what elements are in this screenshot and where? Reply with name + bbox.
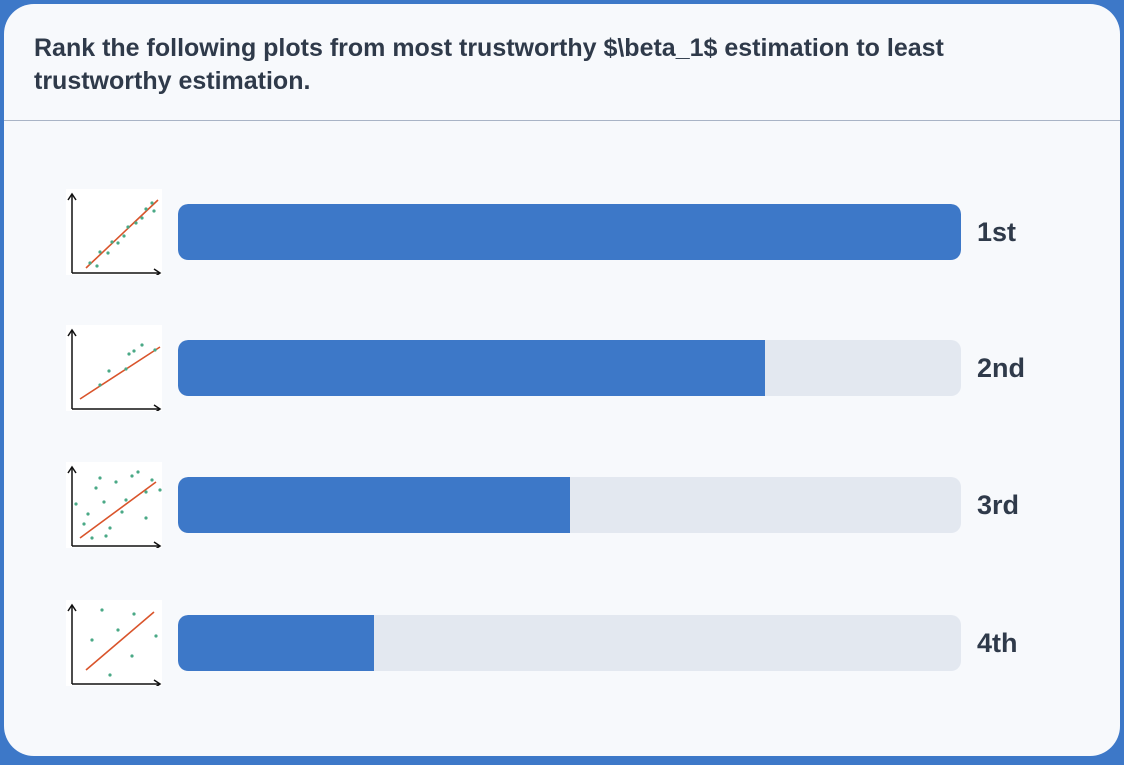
ranking-row[interactable]: 2nd xyxy=(4,325,1120,415)
question-text: Rank the following plots from most trust… xyxy=(34,34,944,95)
rank-bar-fill xyxy=(178,477,570,533)
ranking-row[interactable]: 3rd xyxy=(4,462,1120,552)
rank-bar-fill xyxy=(178,204,961,260)
scatter-sparse-fit-icon xyxy=(66,325,162,411)
scatter-few-points-icon xyxy=(66,600,162,686)
rank-bar-track[interactable] xyxy=(178,340,961,396)
rank-label: 1st xyxy=(977,217,1017,247)
question-header: Rank the following plots from most trust… xyxy=(4,4,1120,121)
ranking-card: Rank the following plots from most trust… xyxy=(4,4,1120,756)
rank-bar-track[interactable] xyxy=(178,615,961,671)
scatter-wide-spread-icon xyxy=(66,462,162,548)
rank-bar-fill xyxy=(178,615,374,671)
ranking-row[interactable]: 4th xyxy=(4,600,1120,690)
scatter-tight-fit-icon xyxy=(66,189,162,275)
rank-label: 4th xyxy=(977,628,1018,658)
rank-bar-track[interactable] xyxy=(178,204,961,260)
rank-label: 2nd xyxy=(977,353,1026,383)
rank-label: 3rd xyxy=(977,490,1020,520)
ranking-row[interactable]: 1st xyxy=(4,189,1120,279)
rank-bar-track[interactable] xyxy=(178,477,961,533)
rank-bar-fill xyxy=(178,340,766,396)
